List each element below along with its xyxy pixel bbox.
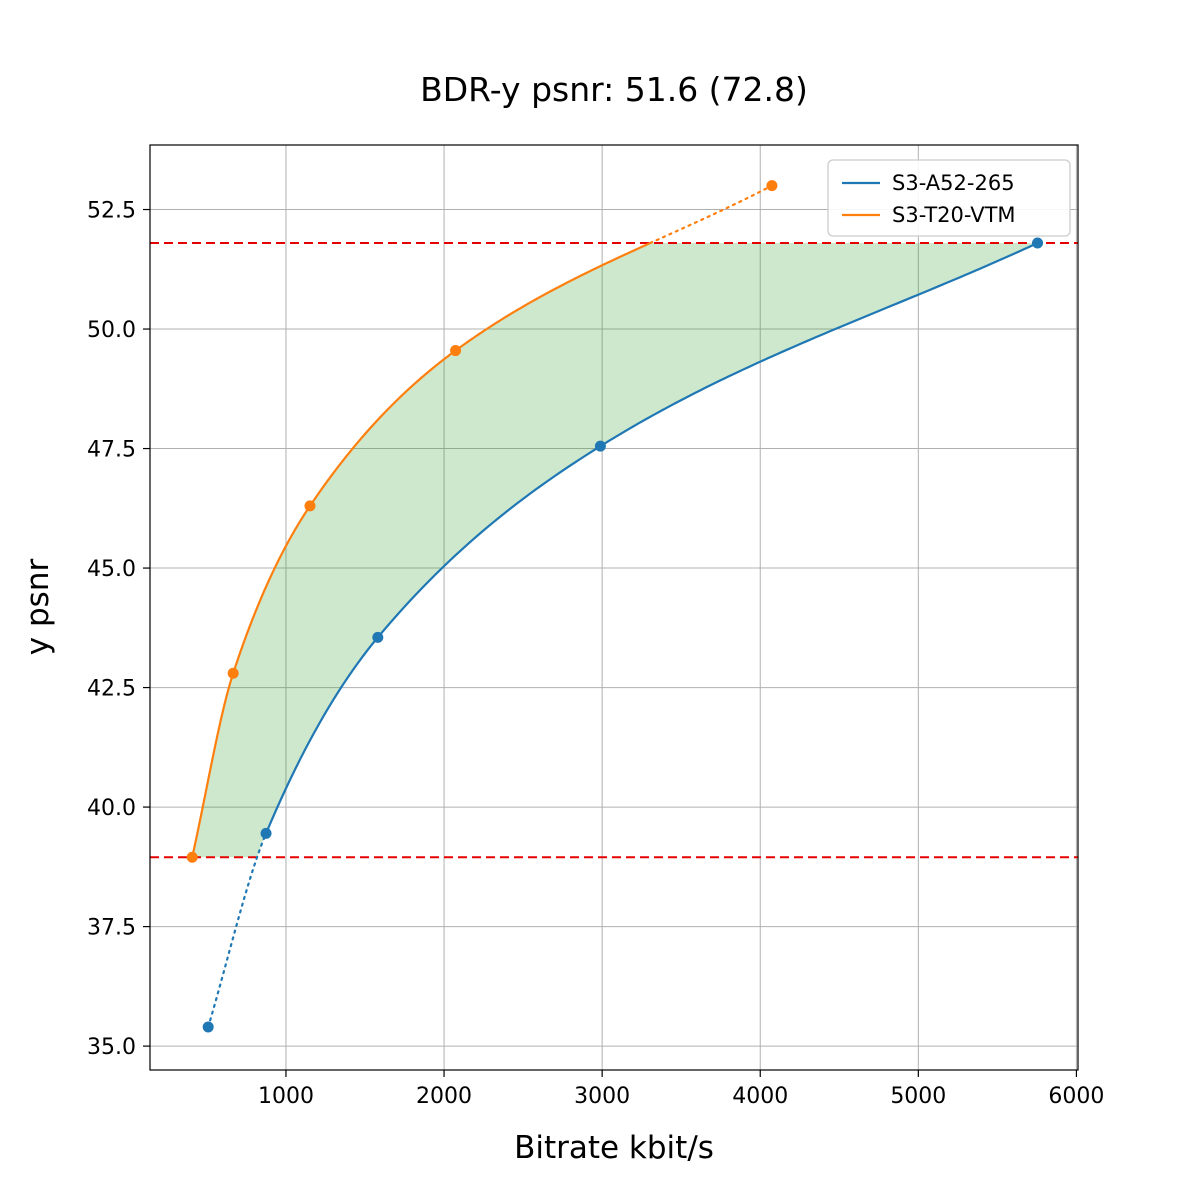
svg-text:1000: 1000 [258, 1084, 314, 1109]
y-tick-labels: 35.0 37.5 40.0 42.5 45.0 47.5 50.0 52.5 [87, 199, 136, 1061]
legend: S3-A52-265 S3-T20-VTM [827, 159, 1071, 237]
tick-marks [143, 208, 1078, 1077]
reference-lines [150, 242, 1078, 859]
x-tick-labels: 1000 2000 3000 4000 5000 6000 [258, 1084, 1104, 1109]
plot-frame [149, 144, 1079, 1071]
svg-text:35.0: 35.0 [87, 1035, 136, 1060]
series-s3-t20-vtm-line [191, 241, 651, 858]
svg-text:5000: 5000 [890, 1084, 946, 1109]
legend-label-1: S3-T20-VTM [892, 203, 1016, 227]
svg-text:40.0: 40.0 [87, 796, 136, 821]
svg-text:4000: 4000 [732, 1084, 788, 1109]
y-axis-label: y psnr [20, 558, 56, 656]
svg-text:42.5: 42.5 [87, 677, 136, 702]
svg-text:50.0: 50.0 [87, 318, 136, 343]
svg-text:52.5: 52.5 [87, 199, 136, 224]
svg-text:37.5: 37.5 [87, 916, 136, 941]
series-markers-1 [186, 180, 778, 863]
legend-label-0: S3-A52-265 [892, 171, 1015, 195]
chart-title: BDR-y psnr: 51.6 (72.8) [420, 70, 808, 109]
grid [150, 145, 1078, 1070]
svg-text:3000: 3000 [574, 1084, 630, 1109]
svg-text:6000: 6000 [1048, 1084, 1104, 1109]
svg-text:47.5: 47.5 [87, 438, 136, 463]
bd-shaded-region [192, 243, 1038, 858]
series-markers-0 [202, 237, 1044, 1033]
svg-text:2000: 2000 [416, 1084, 472, 1109]
x-axis-label: Bitrate kbit/s [514, 1130, 714, 1166]
series-s3-t20-vtm-dotted [649, 184, 774, 245]
series-s3-a52-265-line [265, 242, 1038, 834]
series-s3-a52-265-dotted [207, 832, 268, 1029]
svg-text:45.0: 45.0 [87, 557, 136, 582]
